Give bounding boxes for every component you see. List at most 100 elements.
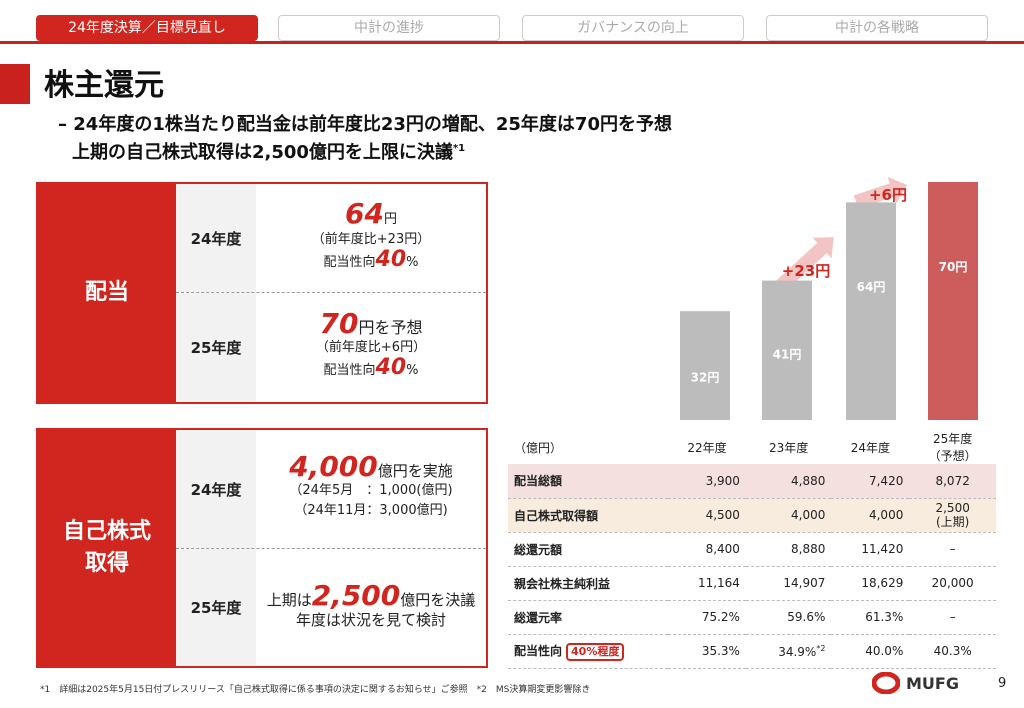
subtitle-line1: – 24年度の1株当たり配当金は前年度比23円の増配、25年度は70円を予想 xyxy=(58,114,672,135)
table-cell: 34.9%*2 xyxy=(745,634,832,669)
tab-strategies[interactable]: 中計の各戦略 xyxy=(766,15,988,41)
unit: 億円を決議 xyxy=(400,590,476,609)
increase-arrowhead xyxy=(887,176,908,204)
year-header: 25年度 （予想） xyxy=(928,432,977,463)
ratio-label: 配当性向 xyxy=(323,254,376,270)
year-label: 25年度 xyxy=(176,549,256,666)
buyback-24-line1: （24年5月 ：1,000(億円) xyxy=(289,483,453,498)
bar-label-2: 64円 xyxy=(857,280,886,294)
table-cell: 11,164 xyxy=(668,566,746,601)
tab-results[interactable]: 24年度決算／目標見直し xyxy=(36,15,258,41)
bar-label-1: 41円 xyxy=(773,347,802,361)
row-label: 配当性向 40%程度 xyxy=(508,634,668,669)
mufg-logo: MUFG xyxy=(872,672,959,694)
table-cell: 2,500 (上期) xyxy=(909,498,996,533)
table-cell: – xyxy=(909,600,996,635)
bar-1 xyxy=(762,280,812,420)
dividend-row-25: 25年度 70円を予想 （前年度比+6円） 配当性向40% xyxy=(176,293,486,402)
increment-label-0: +23円 xyxy=(782,262,830,280)
page-title: 株主還元 xyxy=(44,68,164,103)
table-cell: 4,500 xyxy=(668,498,746,533)
table-cell: 14,907 xyxy=(745,566,832,601)
table-cell: 4,000 xyxy=(745,498,832,533)
row-label: 自己株式取得額 xyxy=(508,498,668,533)
dividend-25-note: （前年度比+6円） xyxy=(315,340,427,355)
increment-label-1: +6円 xyxy=(869,186,907,204)
year-label: 25年度 xyxy=(176,293,256,402)
buyback-25-line: 年度は状況を見て検討 xyxy=(295,610,446,629)
buyback-24-amount: 4,000 xyxy=(289,450,378,483)
table-cell: 3,900 xyxy=(668,464,746,499)
table-header: （億円） 22年度 23年度 24年度 25年度 （予想） xyxy=(508,430,996,464)
table-cell: 59.6% xyxy=(745,600,832,635)
dividend-box: 配当 24年度 64円 （前年度比+23円） 配当性向40% 25年度 70円を… xyxy=(36,182,488,404)
increase-arrowhead xyxy=(812,237,834,259)
buyback-row-24: 24年度 4,000億円を実施 （24年5月 ：1,000(億円) （24年11… xyxy=(176,430,486,548)
section-tabs: 24年度決算／目標見直し 中計の進捗 ガバナンスの向上 中計の各戦略 xyxy=(0,12,1024,44)
table-cell: 35.3% xyxy=(668,634,746,669)
table-cell: 61.3% xyxy=(831,600,910,635)
pct: % xyxy=(406,363,419,378)
footnote: *1 詳細は2025年5月15日付プレスリリース「自己株式取得に係る事項の決定に… xyxy=(40,685,591,695)
buyback-box: 自己株式 取得 24年度 4,000億円を実施 （24年5月 ：1,000(億円)… xyxy=(36,428,488,668)
subtitle-line2: 上期の自己株式取得は2,500億円を上限に決議*1 xyxy=(72,142,466,163)
dividend-25-ratio: 40 xyxy=(375,355,407,380)
increase-arrow xyxy=(853,183,895,209)
dividend-24-note: （前年度比+23円） xyxy=(311,231,431,247)
row-label: 配当総額 xyxy=(508,464,668,499)
dividend-row-24: 24年度 64円 （前年度比+23円） 配当性向40% xyxy=(176,184,486,292)
prefix: 上期は xyxy=(266,590,312,609)
table-cell: 8,072 xyxy=(909,464,996,499)
table-cell: 7,420 xyxy=(831,464,910,499)
table-row: 総還元額 8,400 8,880 11,420– xyxy=(508,532,996,567)
table-cell: 11,420 xyxy=(831,532,910,567)
table-cell: 4,880 xyxy=(745,464,832,499)
dividend-24-amount: 64 xyxy=(345,196,384,230)
unit: 円を予想 xyxy=(358,318,423,337)
page-number: 9 xyxy=(998,676,1007,691)
table-cell: 40.0% xyxy=(831,634,910,669)
bar-3 xyxy=(928,182,978,420)
buyback-label: 自己株式 取得 xyxy=(38,430,176,666)
table-cell: 8,880 xyxy=(745,532,832,567)
year-header: 22年度 xyxy=(687,440,727,455)
divider xyxy=(176,292,486,293)
table-cell: 75.2% xyxy=(668,600,746,635)
year-header: 24年度 xyxy=(850,440,891,455)
dividend-label: 配当 xyxy=(38,184,176,402)
bar-0 xyxy=(680,311,730,420)
unit-label: （億円） xyxy=(514,440,563,455)
pct: % xyxy=(406,254,419,270)
divider xyxy=(176,548,486,549)
buyback-row-25: 25年度 上期は2,500億円を決議 年度は状況を見て検討 xyxy=(176,549,486,666)
table-cell: 18,629 xyxy=(831,566,910,601)
title-accent-bar xyxy=(0,64,30,104)
table-cell: – xyxy=(909,532,996,567)
year-header: 23年度 xyxy=(769,440,809,455)
year-label: 24年度 xyxy=(176,184,256,292)
bar-2 xyxy=(846,202,896,420)
table-cell: 4,000 xyxy=(831,498,910,533)
buyback-25-amount: 2,500 xyxy=(311,578,401,612)
table-cell: 20,000 xyxy=(909,566,996,601)
row-label: 総還元率 xyxy=(508,600,668,635)
tab-progress[interactable]: 中計の進捗 xyxy=(278,15,500,41)
dividend-24-ratio: 40 xyxy=(375,246,407,272)
row-label: 親会社株主純利益 xyxy=(508,566,668,601)
tab-governance[interactable]: ガバナンスの向上 xyxy=(522,15,744,41)
table-row: 自己株式取得額 4,500 4,000 4,000 2,500 (上期) xyxy=(508,498,996,533)
table-cell: 40.3% xyxy=(909,634,996,669)
bar-label-0: 32円 xyxy=(691,371,720,385)
unit: 円 xyxy=(383,211,397,227)
row-label: 総還元額 xyxy=(508,532,668,567)
unit: 億円を実施 xyxy=(377,462,453,480)
shareholder-return-table: （億円） 22年度 23年度 24年度 25年度 （予想） 配当総額 3,900 4,880 7,… xyxy=(508,430,996,669)
buyback-24-line2: （24年11月：3,000億円) xyxy=(294,503,448,518)
table-row: 総還元率 75.2% 59.6% 61.3% – xyxy=(508,600,996,635)
ratio-label: 配当性向 xyxy=(323,363,376,378)
dividend-25-amount: 70 xyxy=(319,307,359,340)
mufg-logo-icon xyxy=(872,672,900,694)
table-row: 配当性向 40%程度 35.3% 34.9%*2 40.0% 40.3% xyxy=(508,634,996,669)
year-label: 24年度 xyxy=(176,430,256,548)
target-tag: 40%程度 xyxy=(566,642,625,661)
